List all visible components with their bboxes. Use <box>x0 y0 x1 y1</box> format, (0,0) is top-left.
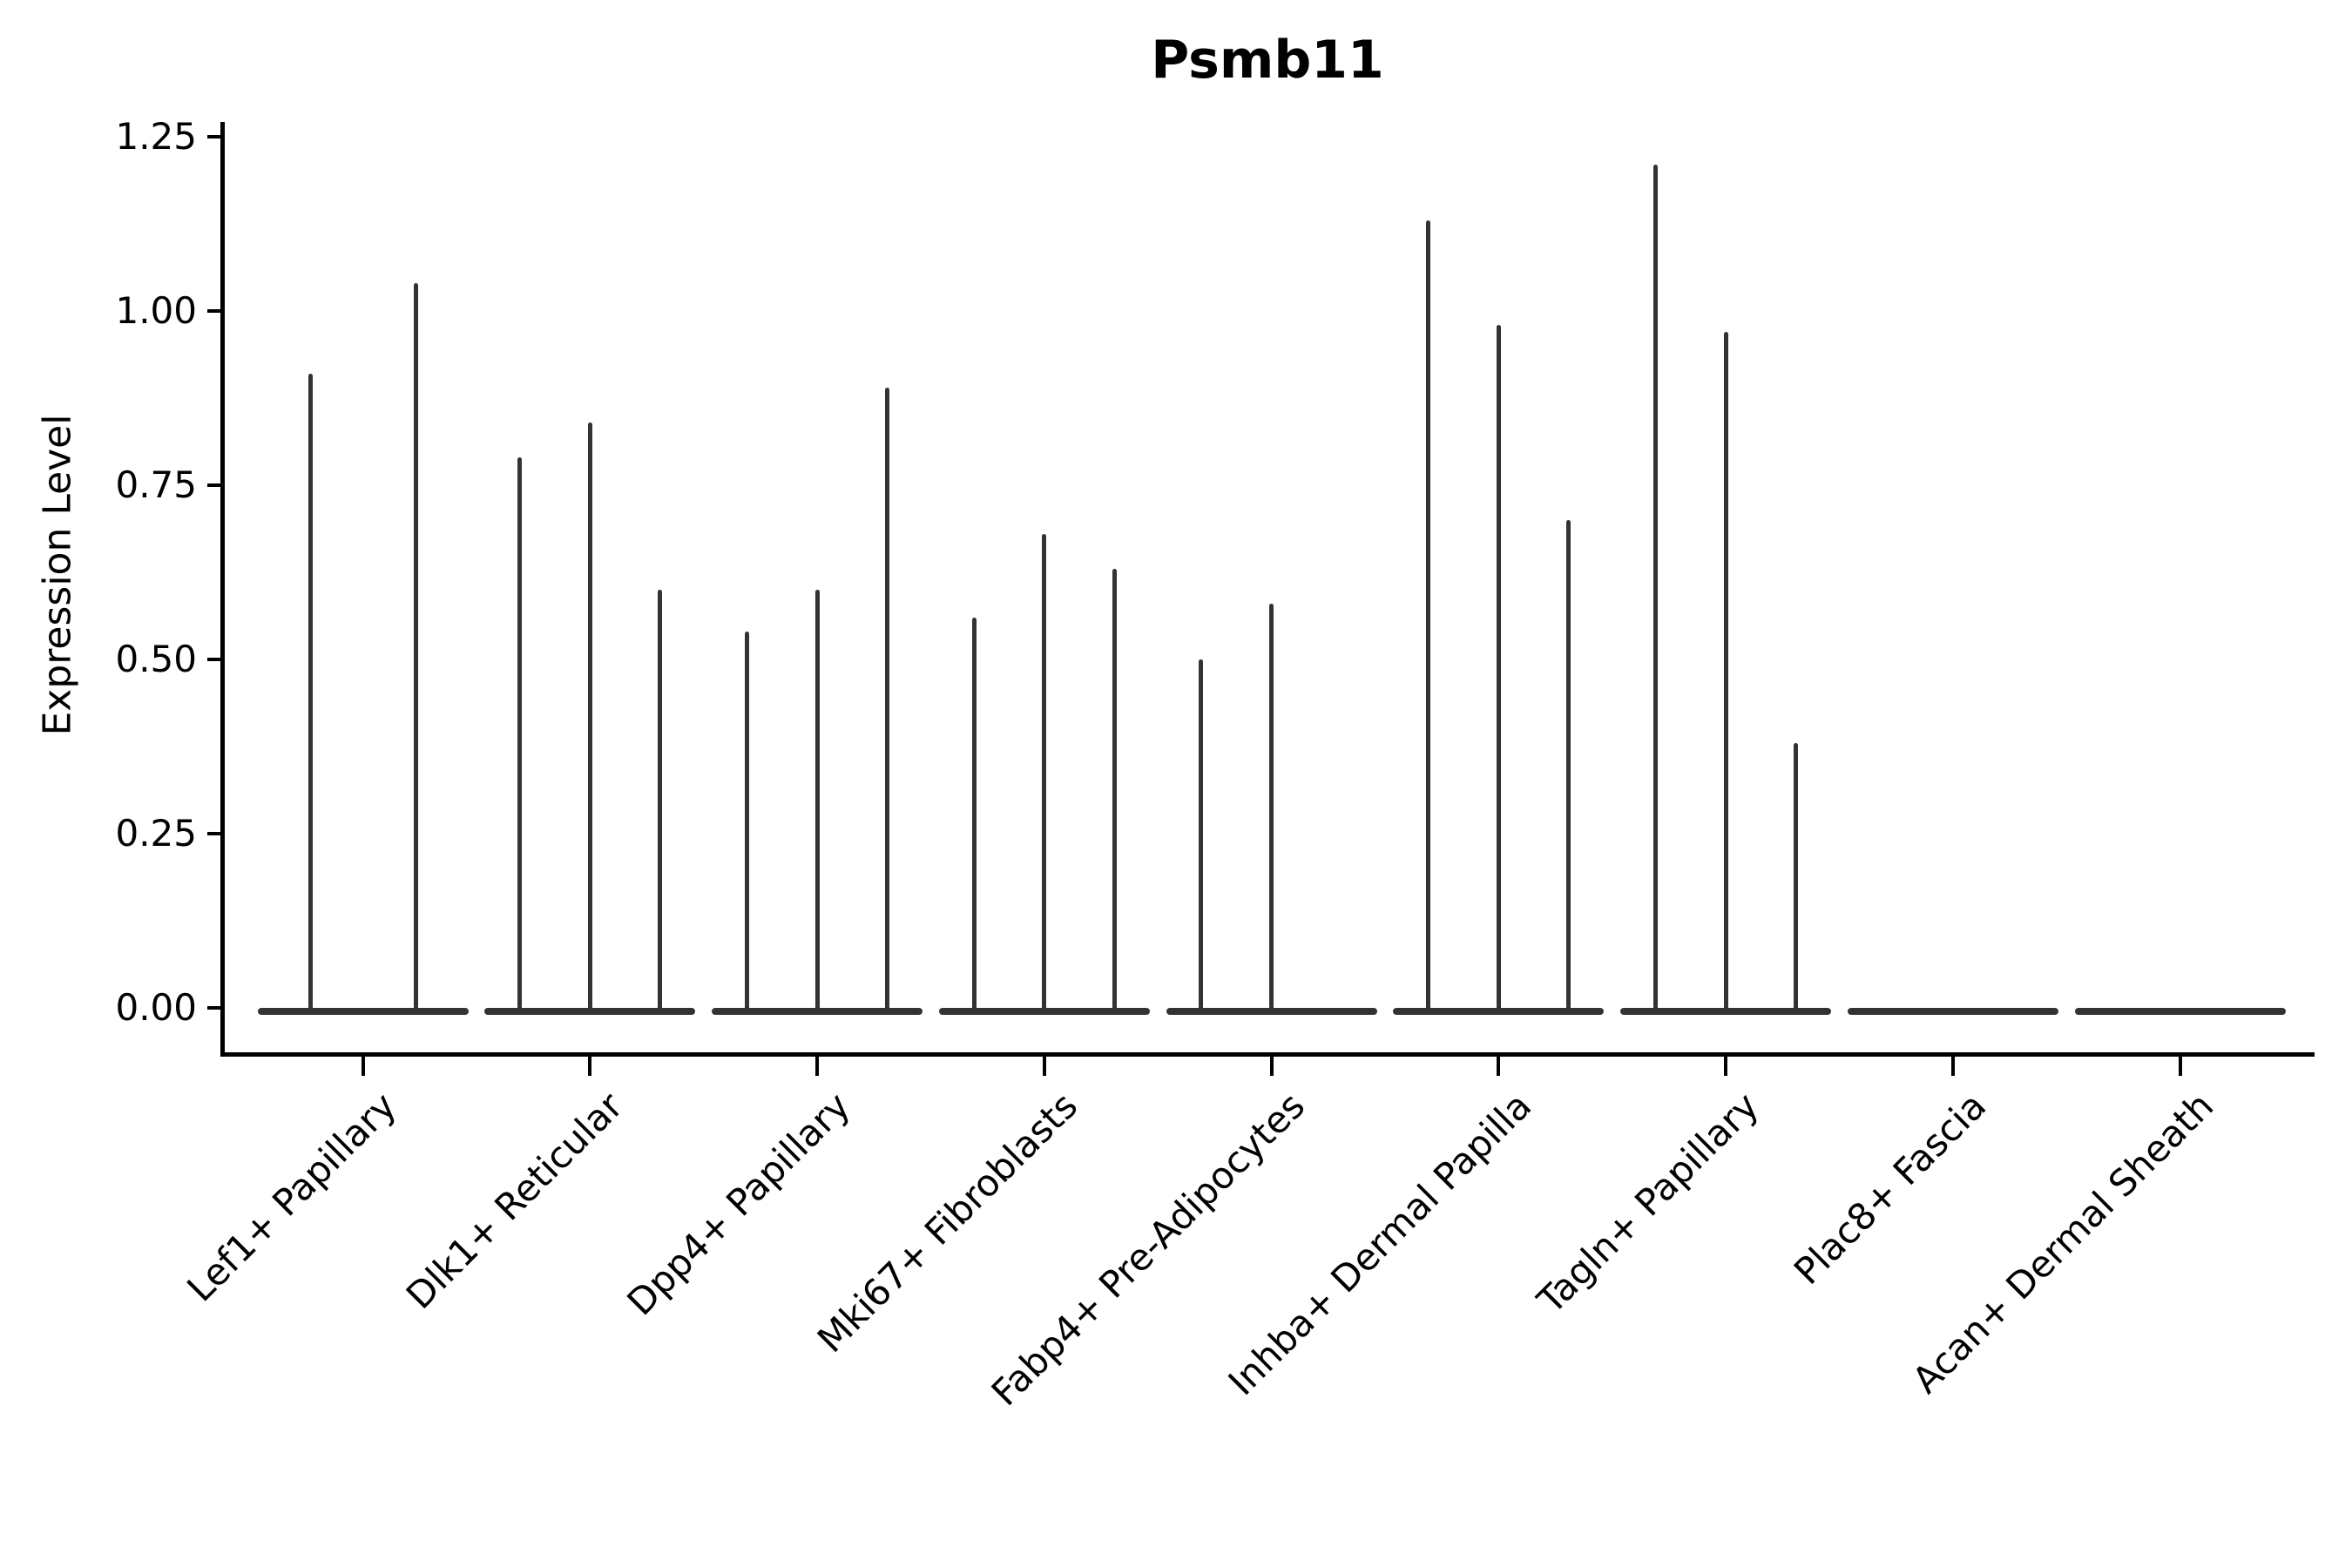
y-axis-spine <box>220 122 225 1057</box>
violin-spike <box>1723 332 1728 1015</box>
violin-baseline <box>257 1008 469 1015</box>
violin-spike <box>971 618 977 1015</box>
x-tick-label: Lef1+ Papillary <box>178 1084 404 1310</box>
y-tick <box>207 658 225 661</box>
y-tick-label: 0.50 <box>115 638 197 680</box>
violin-spike <box>744 632 749 1015</box>
violin-spike <box>1042 534 1047 1015</box>
violin-spike <box>517 457 523 1015</box>
violin-spike <box>814 590 820 1015</box>
x-tick-label: Mki67+ Fibroblasts <box>808 1084 1085 1362</box>
y-tick-label: 1.25 <box>115 115 197 158</box>
x-tick <box>1042 1057 1046 1076</box>
y-tick <box>207 832 225 835</box>
y-tick-label: 0.25 <box>115 812 197 855</box>
violin-baseline <box>2074 1008 2286 1015</box>
violin-baseline <box>1847 1008 2058 1015</box>
x-tick <box>1269 1057 1274 1076</box>
x-tick-label: Plac8+ Fascia <box>1785 1084 1994 1293</box>
violin-spike <box>587 422 592 1015</box>
violin-spike <box>308 374 313 1015</box>
x-tick-label: Dpp4+ Papillary <box>618 1084 859 1324</box>
x-tick <box>361 1057 365 1076</box>
x-tick-label: Acan+ Dermal Sheath <box>1903 1084 2221 1402</box>
x-tick <box>2178 1057 2182 1076</box>
y-tick-label: 0.00 <box>115 986 197 1029</box>
violin-spike <box>1426 220 1431 1015</box>
x-tick <box>1950 1057 1955 1076</box>
x-tick-label: Tagln+ Papillary <box>1529 1084 1767 1322</box>
violin-spike <box>1794 743 1799 1015</box>
violin-spike <box>1496 325 1501 1015</box>
y-tick <box>207 1006 225 1010</box>
violin-spike <box>1566 520 1571 1015</box>
violin-spike <box>1652 165 1658 1015</box>
y-tick <box>207 309 225 313</box>
violin-spike <box>1112 569 1117 1015</box>
x-tick-label: Fabp4+ Pre-Adipocytes <box>983 1084 1313 1415</box>
violin-spike <box>885 388 890 1015</box>
violin-spike <box>1269 604 1274 1015</box>
x-tick <box>588 1057 592 1076</box>
violin-spike <box>658 590 663 1015</box>
y-tick-label: 0.75 <box>115 463 197 506</box>
x-axis-spine <box>220 1052 2315 1057</box>
y-tick <box>207 135 225 139</box>
chart-title: Psmb11 <box>1151 30 1384 91</box>
x-tick <box>1497 1057 1501 1076</box>
y-tick-label: 1.00 <box>115 289 197 332</box>
x-tick-label: Inhba+ Dermal Papilla <box>1220 1084 1540 1404</box>
violin-spike <box>1199 659 1204 1015</box>
x-tick <box>1724 1057 1727 1076</box>
y-tick <box>207 483 225 487</box>
x-tick-label: Dlk1+ Reticular <box>398 1084 632 1318</box>
violin-spike <box>413 283 418 1015</box>
x-tick <box>815 1057 819 1076</box>
